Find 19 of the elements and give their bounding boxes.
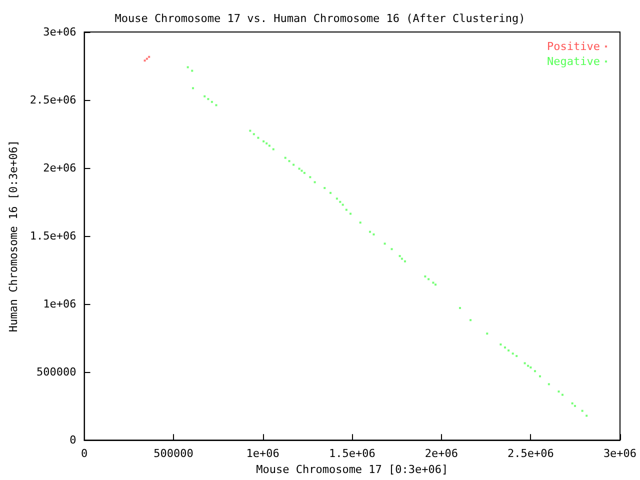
x-axis-title: Mouse Chromosome 17 [0:3e+06] — [256, 463, 448, 476]
y-tick-label: 0 — [70, 434, 76, 447]
legend-label: Positive — [547, 40, 600, 53]
x-tick-label: 2.5e+06 — [508, 447, 554, 460]
y-tick-label: 1.5e+06 — [30, 230, 76, 243]
x-tick-label: 0 — [80, 447, 88, 460]
y-tick-label: 2.5e+06 — [30, 94, 76, 107]
x-tick-label: 3e+06 — [603, 447, 637, 460]
x-tick-label: 1e+06 — [246, 447, 280, 460]
legend-label: Negative — [547, 55, 600, 68]
chart-title: Mouse Chromosome 17 vs. Human Chromosome 16 (After Clustering) — [114, 12, 526, 25]
y-tick-label: 2e+06 — [43, 162, 76, 175]
y-axis-title: Human Chromosome 16 [0:3e+06] — [7, 140, 20, 332]
x-tick-label: 2e+06 — [424, 447, 458, 460]
x-tick-label: 500000 — [154, 447, 194, 460]
x-tick-label: 1.5e+06 — [328, 447, 376, 460]
y-tick-label: 1e+06 — [43, 298, 76, 311]
y-tick-label: 500000 — [36, 366, 76, 379]
y-tick-label: 3e+06 — [43, 26, 76, 38]
